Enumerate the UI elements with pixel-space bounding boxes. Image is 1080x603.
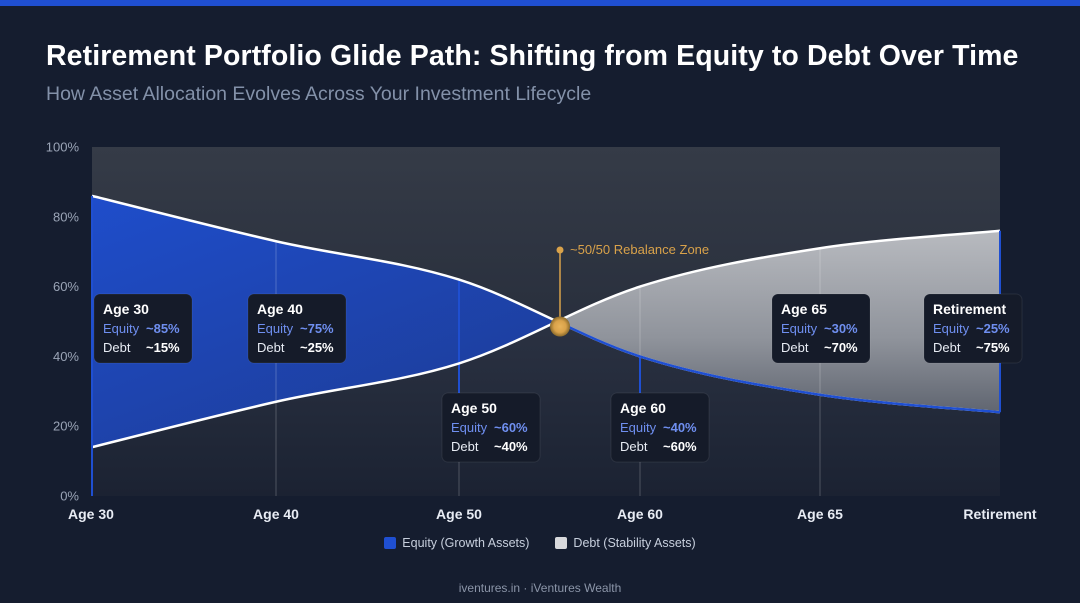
- y-tick-label: 80%: [53, 209, 79, 224]
- callout-equity-label: Equity: [103, 321, 140, 336]
- callout-equity-value: ~30%: [824, 321, 858, 336]
- callout-age-50: Age 50 Equity ~60% Debt ~40%: [441, 392, 541, 463]
- callout-age: Age 50: [451, 400, 497, 416]
- callout-age-60: Age 60 Equity ~40% Debt ~60%: [610, 392, 710, 463]
- callout-equity-label: Equity: [781, 321, 818, 336]
- y-tick-label: 100%: [46, 140, 80, 155]
- callout-debt-label: Debt: [620, 439, 648, 454]
- callout-debt-label: Debt: [103, 340, 131, 355]
- legend-label-equity: Equity (Growth Assets): [402, 536, 530, 550]
- callout-equity-value: ~75%: [300, 321, 334, 336]
- chart-subtitle: How Asset Allocation Evolves Across Your…: [46, 83, 592, 105]
- debt-line: [91, 229, 1001, 449]
- callout-equity-value: ~85%: [146, 321, 180, 336]
- callout-debt-value: ~60%: [663, 439, 697, 454]
- callout-box: [247, 293, 347, 364]
- top-accent-bar: [0, 0, 1080, 6]
- callout-box: [441, 392, 541, 463]
- callout-age: Retirement: [933, 301, 1006, 317]
- callout-age-65: Age 65 Equity ~30% Debt ~70%: [771, 293, 871, 364]
- callout-equity-value: ~40%: [663, 420, 697, 435]
- legend-swatch-debt: [555, 537, 568, 549]
- callout-age: Age 30: [103, 301, 149, 317]
- callout-equity-label: Equity: [620, 420, 657, 435]
- x-tick-label: Age 30: [68, 506, 114, 522]
- y-tick-label: 0%: [60, 489, 79, 504]
- x-tick-label: Age 60: [617, 506, 663, 522]
- callout-debt-value: ~25%: [300, 340, 334, 355]
- callout-equity-label: Equity: [933, 321, 970, 336]
- y-tick-label: 40%: [53, 349, 79, 364]
- x-tick-label: Age 65: [797, 506, 843, 522]
- crossover-pin: [556, 246, 564, 254]
- callout-box: [93, 293, 193, 364]
- legend-label-debt: Debt (Stability Assets): [573, 536, 696, 550]
- callout-age: Age 60: [620, 400, 666, 416]
- callout-debt-value: ~70%: [824, 340, 858, 355]
- callout-box: [771, 293, 871, 364]
- callout-equity-value: ~60%: [494, 420, 528, 435]
- callout-debt-value: ~15%: [146, 340, 180, 355]
- callout-box: [923, 293, 1023, 364]
- footer-credit: iventures.in · iVentures Wealth: [458, 581, 622, 595]
- y-tick-label: 20%: [53, 419, 79, 434]
- callout-box: [610, 392, 710, 463]
- callout-debt-label: Debt: [451, 439, 479, 454]
- callout-debt-label: Debt: [257, 340, 285, 355]
- callout-debt-label: Debt: [781, 340, 809, 355]
- callout-equity-label: Equity: [451, 420, 488, 435]
- crossover-label: ~50/50 Rebalance Zone: [570, 242, 709, 257]
- crossover-marker: [550, 316, 570, 337]
- callout-age: Age 65: [781, 301, 827, 317]
- x-tick-label: Age 40: [253, 506, 299, 522]
- legend-item-debt: Debt (Stability Assets): [555, 536, 696, 550]
- callout-debt-label: Debt: [933, 340, 961, 355]
- x-tick-label: Retirement: [963, 506, 1036, 522]
- callout-debt-value: ~75%: [976, 340, 1010, 355]
- callout-age: Age 40: [257, 301, 303, 317]
- x-tick-label: Age 50: [436, 506, 482, 522]
- chart-title: Retirement Portfolio Glide Path: Shiftin…: [46, 40, 1019, 72]
- callout-age-30: Age 30 Equity ~85% Debt ~15%: [93, 293, 193, 364]
- callout-debt-value: ~40%: [494, 439, 528, 454]
- legend-swatch-equity: [384, 537, 397, 549]
- callout-retirement: Retirement Equity ~25% Debt ~75%: [923, 293, 1023, 364]
- chart-legend: Equity (Growth Assets) Debt (Stability A…: [0, 536, 1080, 550]
- y-tick-label: 60%: [53, 279, 79, 294]
- callout-age-40: Age 40 Equity ~75% Debt ~25%: [247, 293, 347, 364]
- legend-item-equity: Equity (Growth Assets): [384, 536, 529, 550]
- equity-line-lower: [560, 321, 1000, 414]
- callout-equity-value: ~25%: [976, 321, 1010, 336]
- callout-equity-label: Equity: [257, 321, 294, 336]
